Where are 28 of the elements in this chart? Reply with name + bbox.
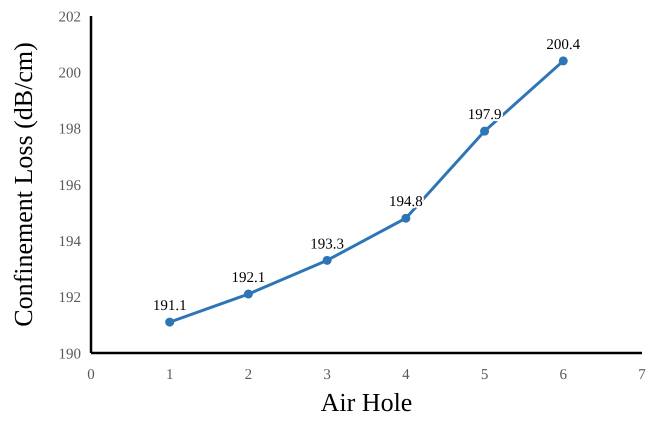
data-label: 192.1 [232, 270, 266, 286]
data-label: 197.9 [468, 107, 502, 124]
point [401, 214, 410, 223]
data-label: 193.3 [310, 236, 344, 252]
y-tick-label: 200 [58, 65, 81, 82]
x-tick-label: 0 [87, 367, 95, 383]
point [244, 290, 253, 299]
y-tick-label: 198 [58, 122, 81, 138]
x-tick-label: 1 [166, 367, 174, 383]
x-tick-label: 7 [638, 367, 646, 383]
point [480, 126, 490, 136]
x-tick-label: 4 [402, 367, 410, 383]
x-axis-title: Air Hole [320, 388, 412, 417]
x-tick-label: 2 [244, 367, 252, 383]
point [165, 318, 174, 327]
y-tick-label: 190 [58, 346, 81, 362]
point [558, 56, 568, 66]
y-tick-label: 196 [58, 178, 82, 194]
x-tick-label: 6 [560, 367, 568, 383]
y-tick-label: 192 [58, 290, 81, 306]
y-axis-title: Confinement Loss (dB/cm) [9, 42, 38, 327]
y-tick-label: 202 [58, 9, 81, 26]
x-tick-label: 5 [480, 367, 488, 383]
point [322, 256, 332, 265]
data-label: 200.4 [546, 36, 581, 53]
x-tick-label: 3 [323, 367, 331, 383]
data-label: 191.1 [152, 298, 187, 314]
y-tick-label: 194 [58, 234, 82, 250]
